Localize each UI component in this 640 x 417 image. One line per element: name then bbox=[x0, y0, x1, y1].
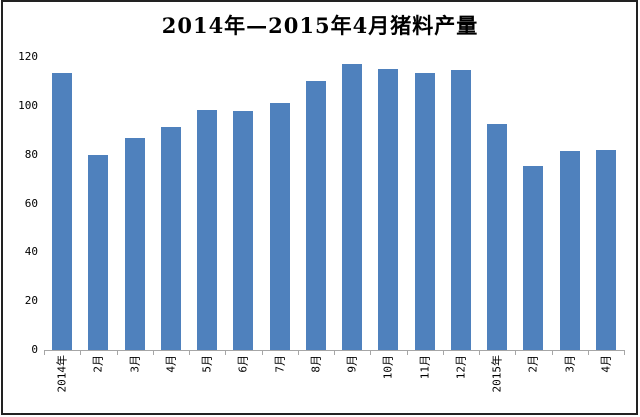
x-axis-label: 3月 bbox=[128, 355, 142, 373]
x-axis-label: 2015年 bbox=[490, 355, 504, 393]
bar-2015年-12 bbox=[487, 124, 508, 350]
x-axis-tick-mark bbox=[116, 350, 118, 355]
x-label-slot: 8月 bbox=[298, 351, 334, 413]
y-axis-label: 60 bbox=[24, 196, 38, 210]
x-axis-label: 3月 bbox=[563, 355, 577, 373]
x-label-slot: 2月 bbox=[515, 351, 551, 413]
x-label-slot: 3月 bbox=[117, 351, 153, 413]
bar-slot bbox=[80, 57, 116, 350]
x-label-slot: 9月 bbox=[334, 351, 370, 413]
x-axis-label: 12月 bbox=[454, 355, 468, 380]
y-axis-label: 80 bbox=[24, 147, 38, 161]
bar-slot bbox=[370, 57, 406, 350]
x-label-slot: 12月 bbox=[443, 351, 479, 413]
x-axis-tick-mark bbox=[44, 350, 45, 355]
bar-slot bbox=[225, 57, 261, 350]
bar-11月-10 bbox=[414, 72, 435, 350]
x-axis-label: 2月 bbox=[91, 355, 105, 373]
bar-2月-13 bbox=[523, 165, 544, 350]
bar-slot bbox=[443, 57, 479, 350]
bar-slot bbox=[117, 57, 153, 350]
x-label-slot: 2015年 bbox=[479, 351, 515, 413]
x-label-slot: 2014年 bbox=[44, 351, 80, 413]
x-axis-label: 5月 bbox=[200, 355, 214, 373]
bar-3月-2 bbox=[124, 137, 145, 350]
x-axis-label: 2月 bbox=[526, 355, 540, 373]
x-axis-tick-mark bbox=[189, 350, 190, 355]
x-axis-tick-mark bbox=[225, 350, 227, 355]
x-label-slot: 3月 bbox=[552, 351, 588, 413]
bar-4月-3 bbox=[160, 126, 181, 350]
x-axis-label: 4月 bbox=[599, 355, 613, 373]
x-axis-tick-mark bbox=[624, 350, 625, 355]
bar-slot bbox=[552, 57, 588, 350]
bar-slot bbox=[189, 57, 225, 350]
plot-area bbox=[44, 57, 624, 351]
x-label-slot: 6月 bbox=[225, 351, 261, 413]
x-axis-label: 9月 bbox=[345, 355, 359, 373]
bar-slot bbox=[588, 57, 624, 350]
bar-8月-7 bbox=[305, 81, 326, 350]
x-axis-tick-mark bbox=[152, 350, 154, 355]
x-axis-tick-mark bbox=[551, 350, 553, 355]
x-axis-tick-mark bbox=[370, 350, 372, 355]
bar-slot bbox=[298, 57, 334, 350]
y-axis-label: 20 bbox=[24, 294, 38, 308]
bar-10月-9 bbox=[378, 69, 399, 350]
bar-slot bbox=[44, 57, 80, 350]
x-axis-label: 4月 bbox=[164, 355, 178, 373]
bar-slot bbox=[407, 57, 443, 350]
x-label-slot: 10月 bbox=[370, 351, 406, 413]
x-axis-label: 6月 bbox=[236, 355, 250, 373]
x-label-slot: 2月 bbox=[80, 351, 116, 413]
bar-slot bbox=[479, 57, 515, 350]
bar-12月-11 bbox=[450, 70, 471, 350]
bar-5月-4 bbox=[197, 109, 218, 350]
bars-row bbox=[44, 57, 624, 350]
bar-slot bbox=[334, 57, 370, 350]
x-label-slot: 4月 bbox=[588, 351, 624, 413]
x-axis-tick-mark bbox=[297, 350, 299, 355]
x-axis-tick-mark bbox=[515, 350, 517, 355]
x-label-slot: 11月 bbox=[407, 351, 443, 413]
y-axis-label: 40 bbox=[24, 245, 38, 259]
y-axis-label: 0 bbox=[31, 343, 38, 356]
y-axis-label: 120 bbox=[18, 50, 38, 63]
x-axis-tick-mark bbox=[261, 350, 263, 355]
x-label-slot: 7月 bbox=[262, 351, 298, 413]
x-axis-label: 7月 bbox=[273, 355, 287, 373]
bar-2月-1 bbox=[88, 154, 109, 350]
bar-9月-8 bbox=[342, 64, 363, 350]
bar-slot bbox=[262, 57, 298, 350]
bar-7月-6 bbox=[269, 103, 290, 350]
chart-title: 2014年—2015年4月猪料产量 bbox=[161, 13, 479, 38]
bar-4月-15 bbox=[595, 149, 616, 350]
x-axis-tick-mark bbox=[334, 350, 335, 355]
x-axis-label: 2014年 bbox=[55, 355, 69, 393]
x-axis-labels: 2014年 2月 3月 4月 5月 6月 7月 8月 9月 10月 11月 12月 2015年 2月 3月 4… bbox=[44, 351, 624, 413]
bar-3月-14 bbox=[559, 151, 580, 350]
x-axis-tick-mark bbox=[479, 350, 480, 355]
x-axis-tick-mark bbox=[442, 350, 444, 355]
x-axis-label: 10月 bbox=[381, 355, 395, 380]
x-axis-tick-mark bbox=[587, 350, 589, 355]
x-axis-tick-mark bbox=[80, 350, 82, 355]
x-axis-tick-mark bbox=[406, 350, 408, 355]
bar-slot bbox=[153, 57, 189, 350]
x-axis-label: 11月 bbox=[418, 355, 432, 380]
y-axis-label: 100 bbox=[18, 98, 38, 112]
x-label-slot: 5月 bbox=[189, 351, 225, 413]
bar-slot bbox=[515, 57, 551, 350]
x-label-slot: 4月 bbox=[153, 351, 189, 413]
bar-6月-5 bbox=[233, 110, 254, 350]
x-axis-label: 8月 bbox=[309, 355, 323, 373]
bar-2014年-0 bbox=[52, 72, 73, 350]
